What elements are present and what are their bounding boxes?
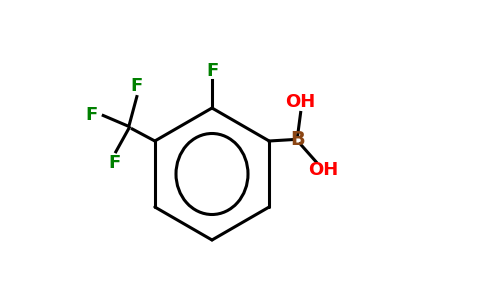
Text: F: F (131, 77, 143, 95)
Text: F: F (108, 154, 121, 172)
Text: F: F (206, 62, 218, 80)
Text: OH: OH (286, 93, 316, 111)
Text: B: B (290, 130, 305, 149)
Text: F: F (85, 106, 97, 124)
Text: OH: OH (308, 161, 338, 179)
